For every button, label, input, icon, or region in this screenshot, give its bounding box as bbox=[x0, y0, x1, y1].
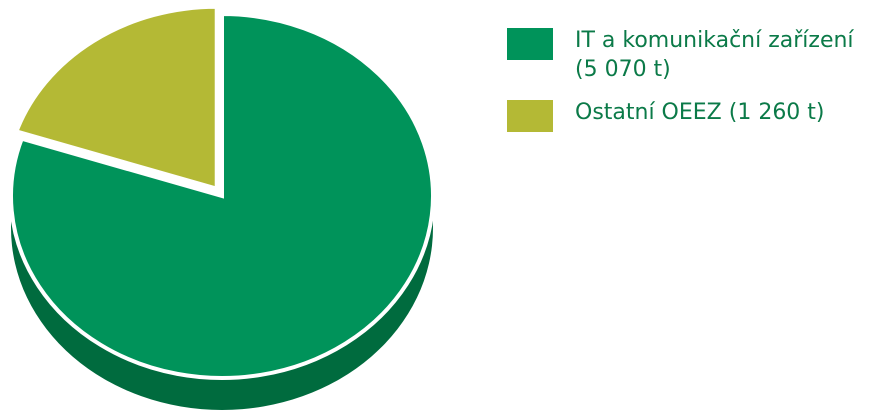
legend-item-other: Ostatní OEEZ (1 260 t) bbox=[507, 98, 887, 132]
legend-swatch-other bbox=[507, 100, 553, 132]
pie-tops bbox=[9, 4, 435, 380]
legend-label-it: IT a komunikační zařízení (5 070 t) bbox=[575, 28, 854, 82]
pie-slice-side-it bbox=[11, 196, 433, 410]
pie-slice-other bbox=[13, 4, 219, 192]
legend-swatch-it bbox=[507, 28, 553, 60]
pie-chart bbox=[9, 4, 435, 410]
legend-label-other: Ostatní OEEZ (1 260 t) bbox=[575, 100, 825, 125]
pie-sides bbox=[11, 196, 433, 410]
legend-item-it: IT a komunikační zařízení (5 070 t) bbox=[507, 26, 887, 84]
chart-legend: IT a komunikační zařízení (5 070 t) Osta… bbox=[507, 26, 887, 141]
pie-slice-it bbox=[9, 11, 435, 380]
